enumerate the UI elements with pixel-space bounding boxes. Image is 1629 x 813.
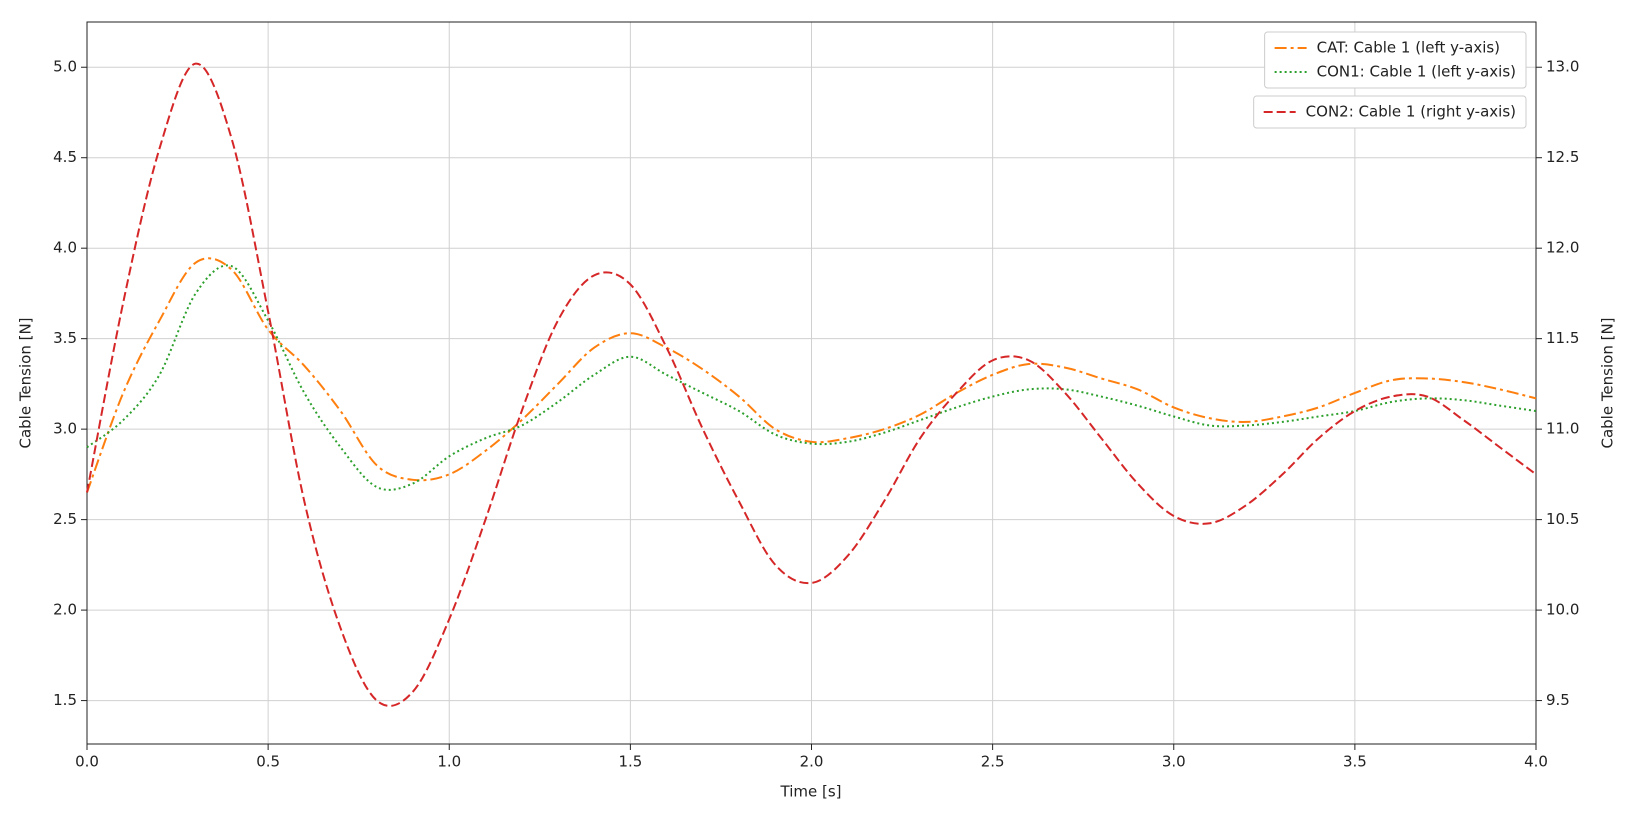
x-tick-label: 3.5 bbox=[1343, 753, 1367, 771]
y-tick-label: 2.5 bbox=[53, 510, 77, 528]
series-line bbox=[86, 257, 1537, 493]
x-tick-label: 2.0 bbox=[800, 753, 824, 771]
legend: CAT: Cable 1 (left y-axis) CON1: Cable 1 … bbox=[1264, 31, 1527, 89]
legend-label: CON2: Cable 1 (right y-axis) bbox=[1306, 103, 1516, 121]
legend-label: CAT: Cable 1 (left y-axis) bbox=[1317, 39, 1500, 57]
y-axis-label: Cable Tension [N] bbox=[17, 317, 35, 448]
y2-tick-label: 11.5 bbox=[1546, 329, 1579, 347]
x-tick-label: 4.0 bbox=[1524, 753, 1548, 771]
y2-tick-label: 10.5 bbox=[1546, 510, 1579, 528]
x-tick-label: 1.5 bbox=[618, 753, 642, 771]
y-tick-label: 3.0 bbox=[53, 420, 77, 438]
plot-frame bbox=[86, 21, 1537, 745]
x-tick-label: 0.5 bbox=[256, 753, 280, 771]
y2-tick-label: 12.5 bbox=[1546, 148, 1579, 166]
series-line bbox=[86, 264, 1537, 491]
x-tick-label: 2.5 bbox=[981, 753, 1005, 771]
series-line bbox=[86, 62, 1537, 707]
y-tick-label: 4.5 bbox=[53, 148, 77, 166]
y2-tick-label: 12.0 bbox=[1546, 239, 1579, 257]
x-tick-label: 3.0 bbox=[1162, 753, 1186, 771]
x-tick-label: 1.0 bbox=[437, 753, 461, 771]
y-tick-label: 1.5 bbox=[53, 691, 77, 709]
legend-box bbox=[1253, 95, 1527, 129]
y2-tick-label: 10.0 bbox=[1546, 601, 1579, 619]
legend: CON2: Cable 1 (right y-axis) bbox=[1253, 95, 1527, 129]
y-tick-label: 2.0 bbox=[53, 601, 77, 619]
y2-tick-label: 13.0 bbox=[1546, 58, 1579, 76]
x-axis-label: Time [s] bbox=[780, 783, 842, 801]
y-tick-label: 3.5 bbox=[53, 329, 77, 347]
x-tick-label: 0.0 bbox=[75, 753, 99, 771]
y2-tick-label: 11.0 bbox=[1546, 420, 1579, 438]
y-tick-label: 4.0 bbox=[53, 239, 77, 257]
y-tick-label: 5.0 bbox=[53, 58, 77, 76]
legend-label: CON1: Cable 1 (left y-axis) bbox=[1317, 63, 1516, 81]
y2-tick-label: 9.5 bbox=[1546, 691, 1570, 709]
y2-axis-label: Cable Tension [N] bbox=[1599, 317, 1617, 448]
legend-box bbox=[1264, 31, 1527, 89]
